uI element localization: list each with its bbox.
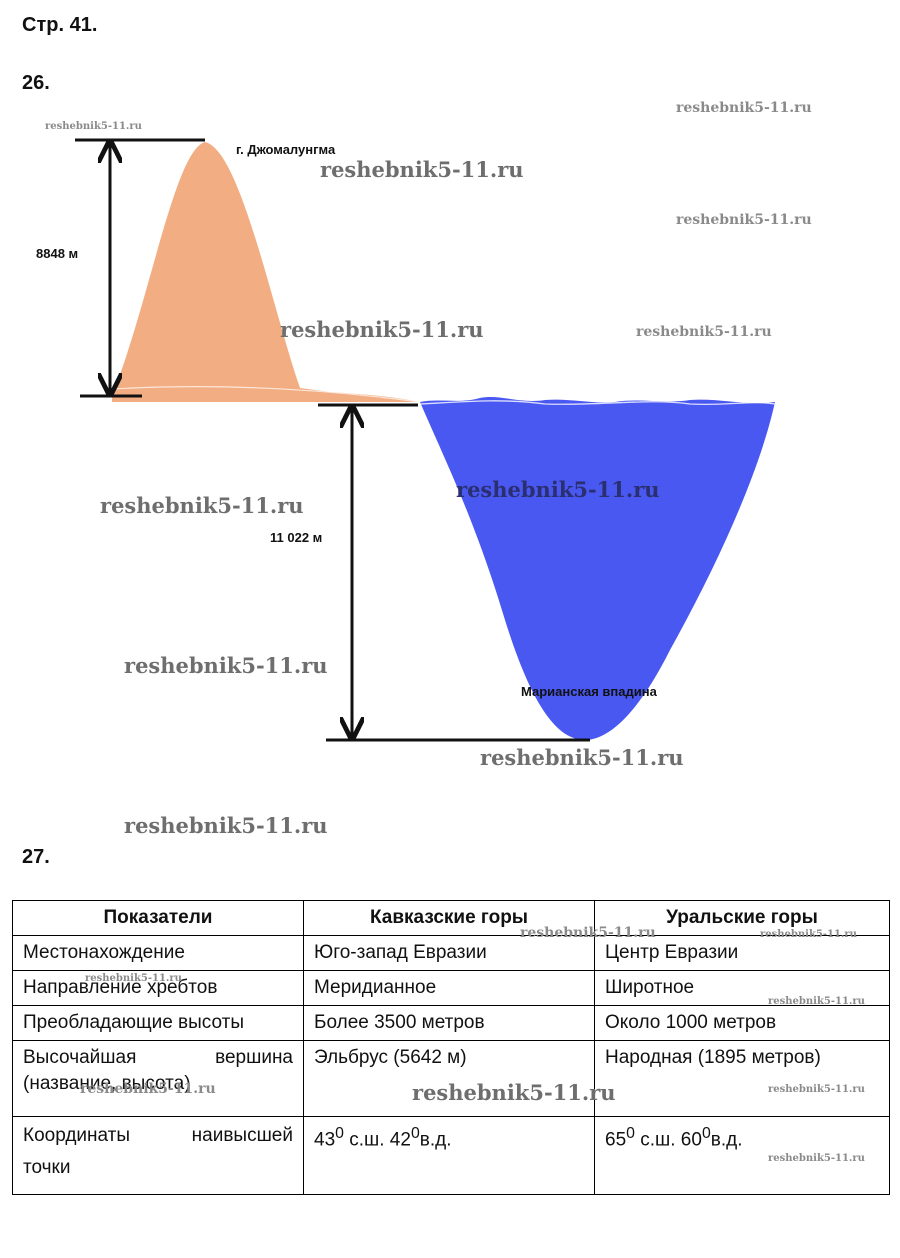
table-cell: Центр Евразии <box>594 935 890 971</box>
coord-text: 65 <box>605 1129 627 1151</box>
table-cell: 430 с.ш. 420в.д. <box>303 1116 595 1195</box>
table-cell: Более 3500 метров <box>303 1005 595 1041</box>
watermark: reshebnik5-11.ru <box>456 477 660 502</box>
watermark: reshebnik5-11.ru <box>636 324 772 340</box>
coord-text: с.ш. 42 <box>343 1129 411 1151</box>
elevation-diagram <box>75 138 776 742</box>
table-cell: Направление хребтов <box>12 970 304 1006</box>
mountain-shape <box>112 142 420 402</box>
table-cell: Широтное <box>594 970 890 1006</box>
height-label: 8848 м <box>36 246 79 261</box>
table-cell: Эльбрус (5642 м) <box>303 1040 595 1117</box>
watermark: reshebnik5-11.ru <box>768 1084 865 1095</box>
table-cell: Координаты наивысшей точки <box>12 1116 304 1195</box>
watermark: reshebnik5-11.ru <box>280 317 484 342</box>
table-row: Направление хребтов Меридианное Широтное <box>12 970 890 1006</box>
table-cell: Народная (1895 метров) <box>594 1040 890 1117</box>
table-row: Координаты наивысшей точки 430 с.ш. 420в… <box>12 1116 890 1195</box>
watermark: reshebnik5-11.ru <box>760 929 857 940</box>
task-26-number: 26. <box>22 72 50 94</box>
watermark: reshebnik5-11.ru <box>676 100 812 116</box>
table-cell: Высочайшая вершина (название, высота) <box>12 1040 304 1117</box>
table-header-row: Показатели Кавказские горы Уральские гор… <box>12 900 890 936</box>
trench-label: Марианская впадина <box>521 684 657 699</box>
watermark: reshebnik5-11.ru <box>45 121 142 132</box>
table-cell: Около 1000 метров <box>594 1005 890 1041</box>
mountains-comparison-table: Показатели Кавказские горы Уральские гор… <box>12 900 890 1195</box>
cell-line: точки <box>23 1157 71 1178</box>
degree-mark: 0 <box>410 1125 420 1142</box>
trench-shape <box>420 397 775 740</box>
watermark: reshebnik5-11.ru <box>676 212 812 228</box>
column-header: Показатели <box>12 900 304 936</box>
watermark: reshebnik5-11.ru <box>520 925 656 941</box>
table-row: Преобладающие высоты Более 3500 метров О… <box>12 1005 890 1041</box>
coord-text: 43 <box>314 1129 336 1151</box>
degree-mark: 0 <box>626 1125 635 1142</box>
watermark: reshebnik5-11.ru <box>100 493 304 518</box>
watermark: reshebnik5-11.ru <box>124 653 328 678</box>
watermark: reshebnik5-11.ru <box>480 745 684 770</box>
peak-label: г. Джомалунгма <box>236 142 336 157</box>
mountain-base-line <box>111 385 421 403</box>
coord-text: в.д. <box>710 1129 743 1151</box>
watermark: reshebnik5-11.ru <box>85 973 182 984</box>
table-cell: Юго-запад Евразии <box>303 935 595 971</box>
table-cell: Меридианное <box>303 970 595 1006</box>
cell-line: (название, высота) <box>23 1073 191 1094</box>
cell-line: Координаты наивысшей <box>23 1125 293 1146</box>
coord-text: с.ш. 60 <box>634 1129 702 1151</box>
table-row: Местонахождение Юго-запад Евразии Центр … <box>12 935 890 971</box>
table-cell: 650 с.ш. 600в.д. <box>594 1116 890 1195</box>
column-header: Уральские горы <box>594 900 890 936</box>
watermark: reshebnik5-11.ru <box>412 1080 616 1105</box>
cell-line: Высочайшая вершина <box>23 1047 293 1068</box>
degree-mark: 0 <box>335 1125 344 1142</box>
watermark: reshebnik5-11.ru <box>768 1153 865 1164</box>
table-row: Высочайшая вершина (название, высота) Эл… <box>12 1040 890 1117</box>
task-27-number: 27. <box>22 846 50 868</box>
degree-mark: 0 <box>701 1125 711 1142</box>
page-label: Стр. 41. <box>22 14 98 36</box>
depth-label: 11 022 м <box>270 530 323 545</box>
table-cell: Преобладающие высоты <box>12 1005 304 1041</box>
watermark: reshebnik5-11.ru <box>320 157 524 182</box>
watermark: reshebnik5-11.ru <box>124 813 328 838</box>
watermark: reshebnik5-11.ru <box>80 1081 216 1097</box>
coord-text: в.д. <box>419 1129 452 1151</box>
table-cell: Местонахождение <box>12 935 304 971</box>
watermark: reshebnik5-11.ru <box>768 996 865 1007</box>
